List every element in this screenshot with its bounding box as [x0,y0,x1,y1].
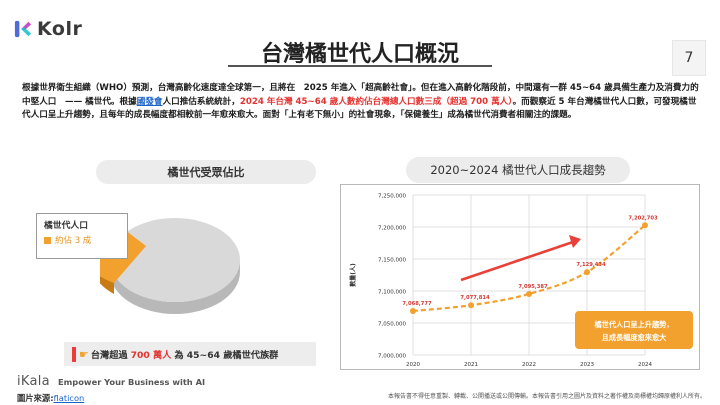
growth-line-chart: 7,000,000 7,050,000 7,100,000 7,150,000 7,20… [349,194,693,368]
pie-label-box: 橘世代人口 約佔 3 成 [36,213,128,259]
x-tick-label: 2022 [522,362,536,368]
pie-rest-top [110,218,240,302]
data-point [642,222,648,229]
data-point [410,307,416,314]
series-line [412,224,646,313]
footnote-pre: 台灣超過 [90,350,128,361]
y-axis-label: 數量(人) [349,263,357,287]
ndc-link[interactable]: 國發會 [136,96,163,107]
x-tick-label: 2024 [638,362,652,368]
data-point [526,290,532,297]
page-number-badge: 7 [672,40,706,76]
data-label: 7,077,814 [460,295,490,301]
x-tick-label: 2020 [406,362,420,368]
pie-rest-side [110,260,240,314]
data-label: 7,095,387 [518,284,548,290]
y-tick-label: 7,250,000 [378,194,406,200]
kolr-logo-icon [14,20,32,38]
intro-text-1: 根據世界衛生組織（WHO）預測，台灣高齡化速度達全球第一，且將在 2025 年進… [22,83,699,107]
footnote-post: 為 45~64 歲橘世代族群 [174,350,279,361]
intro-text-3: 。而觀察近 5 年台灣橘世代人口數，可發現橘世代人口呈上升趨勢，且每年的成長幅度… [22,96,697,121]
footer-brand: iKala Empower Your Business with AI [17,374,205,389]
y-tick-label: 7,200,000 [378,226,406,232]
pointing-hand-icon: ☛ [79,347,89,361]
data-label: 7,068,777 [402,301,432,307]
pie-label-title: 橘世代人口 [44,221,88,231]
trend-arrow-shaft [460,240,574,282]
ikala-logo[interactable]: iKala [17,374,50,389]
legend-swatch [44,236,51,244]
pie-label-value-row: 約佔 3 成 [44,234,120,246]
intro-highlight: 2024 年台灣 45~64 歲人數約佔台灣總人口數三成（超過 700 萬人） [239,96,513,107]
kolr-logo[interactable]: Kolr [14,18,82,40]
callout-line-1: 橘世代人口呈上升趨勢， [593,320,673,329]
flaticon-link[interactable]: flaticon [53,393,85,403]
data-point [584,269,590,276]
callout-box [575,311,693,349]
image-source: 圖片來源:flaticon [17,392,84,404]
y-tick-label: 7,100,000 [378,290,406,296]
intro-text-2: 人口推估系統統計， [162,96,240,107]
intro-paragraph: 根據世界衛生組織（WHO）預測，台灣高齡化速度達全球第一，且將在 2025 年進… [22,82,700,123]
growth-chart-frame: 7,000,000 7,050,000 7,100,000 7,150,000 7,20… [340,184,700,370]
y-tick-label: 7,000,000 [378,354,406,360]
audience-pie-chart [100,214,240,314]
footnote-accent-bar [72,346,76,362]
footnote-highlight: 700 萬人 [130,350,172,361]
brand-name: Kolr [37,18,83,40]
y-tick-label: 7,150,000 [378,258,406,264]
page-title: 台灣橘世代人口概況 [260,42,459,67]
image-source-label: 圖片來源: [17,393,54,403]
callout-line-2: 且成長幅度愈來愈大 [602,333,668,342]
data-point [468,302,474,309]
footer-tagline: Empower Your Business with AI [57,376,206,387]
title-underline [228,65,492,67]
pie-label-value: 約佔 3 成 [55,236,92,246]
population-footnote: ☛ 台灣超過 700 萬人 為 45~64 歲橘世代族群 [64,342,316,366]
x-tick-label: 2023 [580,362,594,368]
x-tick-label: 2021 [464,362,478,368]
audience-share-header: 橘世代受眾佔比 [96,160,316,184]
trend-arrow-head [569,235,581,248]
growth-trend-header: 2020~2024 橘世代人口成長趨勢 [406,157,630,183]
data-label: 7,129,434 [576,262,606,268]
copyright-disclaimer: 本報告書不得任意重製、轉載、公開播送或公開傳輸。本報告書引用之圖片及資料之著作權… [387,393,706,400]
y-tick-label: 7,050,000 [378,322,406,328]
data-label: 7,202,703 [628,215,658,221]
